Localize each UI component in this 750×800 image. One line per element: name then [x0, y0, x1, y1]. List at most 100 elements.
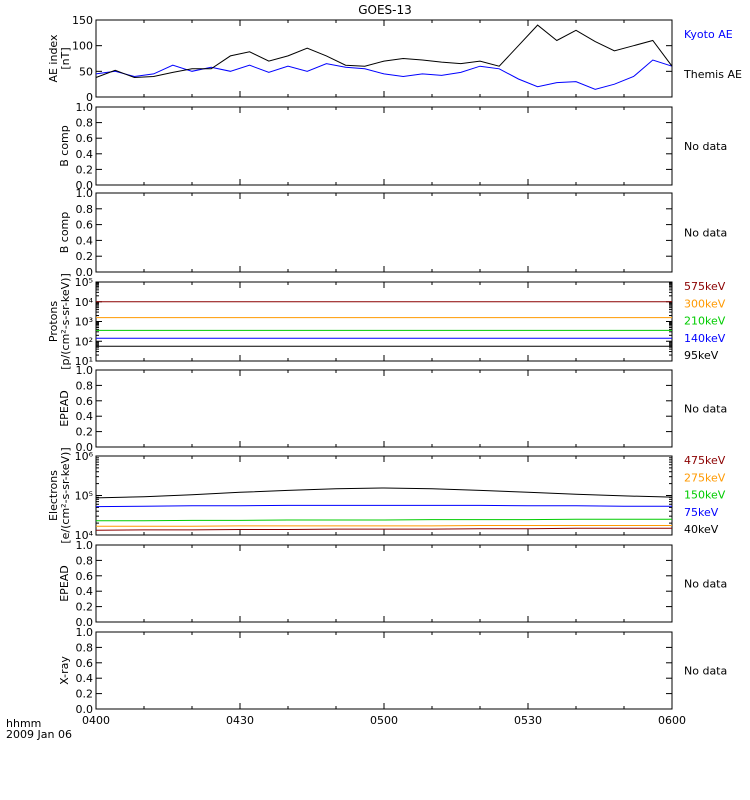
y-tick-label: 0.2 [76, 601, 94, 614]
y-tick-label: 10⁵ [75, 276, 93, 289]
legend-entry-75kev: 75keV [684, 506, 719, 519]
y-tick-label: 10⁶ [75, 450, 94, 463]
series-line-275kev [96, 525, 672, 527]
y-tick-label: 0.4 [76, 672, 94, 685]
y-tick-label: 100 [72, 40, 93, 53]
y-tick-label: 10² [75, 335, 93, 348]
legend-entry-300kev: 300keV [684, 297, 726, 310]
panel-protons: 10¹ 10² 10³ 10⁴ 10⁵ Protons [p/(cm²-s-sr-keV)]… [47, 273, 726, 370]
y-axis-label: AE index [47, 34, 60, 83]
y-axis-label: EPEAD [58, 390, 71, 427]
legend-entry-140kev: 140keV [684, 332, 726, 345]
y-tick-label: 0.4 [76, 410, 94, 423]
y-tick-label: 150 [72, 14, 93, 27]
legend-entry-150kev: 150keV [684, 489, 726, 502]
panel-bcomp2: 0.0 0.2 0.4 0.6 0.8 1.0 B comp No data [58, 187, 727, 279]
y-tick-label: 0.0 [76, 703, 94, 716]
y-tick-label: 10⁴ [75, 296, 94, 309]
legend-entry-themis-ae: Themis AE [683, 68, 742, 81]
figure-title: GOES-13 [358, 3, 412, 17]
y-tick-label: 1.0 [76, 626, 94, 639]
y-tick-label: 0.0 [76, 266, 94, 279]
legend-entry-475kev: 475keV [684, 454, 726, 467]
series-line-75kev [95, 504, 672, 508]
legend-entry-275kev: 275keV [684, 471, 726, 484]
y-tick-label: 1.0 [76, 187, 94, 200]
y-tick-label: 0.8 [76, 117, 94, 130]
panel-epead1: 0.0 0.2 0.4 0.6 0.8 1.0 EPEAD No data [58, 364, 727, 454]
y-tick-label: 1.0 [76, 539, 94, 552]
panel-frame [95, 192, 673, 273]
y-tick-label: 50 [79, 65, 93, 78]
y-tick-label: 1.0 [76, 101, 94, 114]
panel-frame [95, 369, 673, 448]
y-axis-label: B comp [58, 125, 71, 167]
y-tick-label: 0.0 [76, 441, 94, 454]
no-data-label: No data [684, 578, 727, 591]
no-data-label: No data [684, 227, 727, 240]
panel-frame [95, 106, 673, 186]
y-axis-label: Protons [47, 301, 60, 342]
y-tick-label: 10⁵ [75, 490, 93, 503]
y-tick-label: 0.8 [76, 554, 94, 567]
series-line-475kev [95, 527, 672, 531]
panel-ae: 0 50 100 150 AE index [nT] Kyoto AE Themis AE [47, 14, 742, 104]
y-tick-label: 1.0 [76, 364, 94, 377]
y-tick-label: 0.6 [76, 219, 94, 232]
x-tick-label: 0600 [658, 714, 686, 727]
no-data-label: No data [684, 403, 727, 416]
panel-frame [95, 544, 673, 623]
x-tick-label: 0430 [226, 714, 254, 727]
time-axis-unit-label: hhmm [6, 717, 41, 730]
y-tick-label: 0.2 [76, 688, 94, 701]
legend-entry-210kev: 210keV [684, 315, 726, 328]
y-tick-label: 0.4 [76, 234, 94, 247]
panel-epead2: 0.0 0.2 0.4 0.6 0.8 1.0 EPEAD No data [58, 539, 727, 629]
panel-electrons: 10⁴ 10⁵ 10⁶ Electrons [e/(cm²-s-sr-keV)] 475k… [47, 447, 726, 543]
panel-bcomp1: 0.0 0.2 0.4 0.6 0.8 1.0 B comp No data [58, 101, 727, 192]
series-line-themis-ae [95, 24, 673, 79]
y-tick-label: 0 [86, 91, 93, 104]
no-data-label: No data [684, 140, 727, 153]
y-tick-label: 0.6 [76, 657, 94, 670]
date-label: 2009 Jan 06 [6, 728, 72, 741]
panel-frame [95, 631, 673, 710]
y-axis-label: [p/(cm²-s-sr-keV)] [59, 273, 72, 370]
y-tick-label: 0.8 [76, 379, 94, 392]
y-tick-label: 0.6 [76, 395, 94, 408]
y-tick-label: 0.4 [76, 148, 94, 161]
series-line-kyoto-ae [95, 59, 673, 90]
no-data-label: No data [684, 665, 727, 678]
y-tick-label: 0.2 [76, 250, 94, 263]
y-axis-label: [e/(cm²-s-sr-keV)] [59, 447, 72, 543]
y-axis-label: [nT] [59, 47, 72, 69]
y-tick-label: 0.0 [76, 179, 94, 192]
y-tick-label: 0.8 [76, 641, 94, 654]
series-line-150kev [96, 518, 672, 522]
y-tick-label: 0.2 [76, 163, 94, 176]
y-axis-label: EPEAD [58, 565, 71, 602]
panel-xray: 0.0 0.2 0.4 0.6 0.8 1.0 X-ray No data [58, 626, 727, 716]
y-tick-label: 0.4 [76, 585, 94, 598]
legend-entry-575kev: 575keV [684, 280, 726, 293]
y-tick-label: 10⁴ [75, 529, 94, 542]
y-axis-label: X-ray [58, 656, 71, 685]
y-tick-label: 10³ [75, 316, 93, 329]
y-axis-label: Electrons [47, 470, 60, 521]
panel-stack: 0 50 100 150 AE index [nT] Kyoto AE Themis AE 0.… [47, 14, 742, 716]
y-tick-label: 10¹ [75, 355, 93, 368]
y-axis-label: B comp [58, 212, 71, 254]
legend-entry-95kev: 95keV [684, 349, 719, 362]
x-tick-label: 0530 [514, 714, 542, 727]
legend-entry-kyoto-ae: Kyoto AE [684, 28, 733, 41]
time-axis: 0400 0430 0500 0530 0600 [82, 714, 686, 727]
y-tick-label: 0.6 [76, 570, 94, 583]
y-tick-label: 0.8 [76, 203, 94, 216]
legend-entry-40kev: 40keV [684, 523, 719, 536]
x-tick-label: 0400 [82, 714, 110, 727]
panel-frame [95, 281, 673, 362]
y-tick-label: 0.2 [76, 426, 94, 439]
y-tick-label: 0.0 [76, 616, 94, 629]
x-tick-label: 0500 [370, 714, 398, 727]
